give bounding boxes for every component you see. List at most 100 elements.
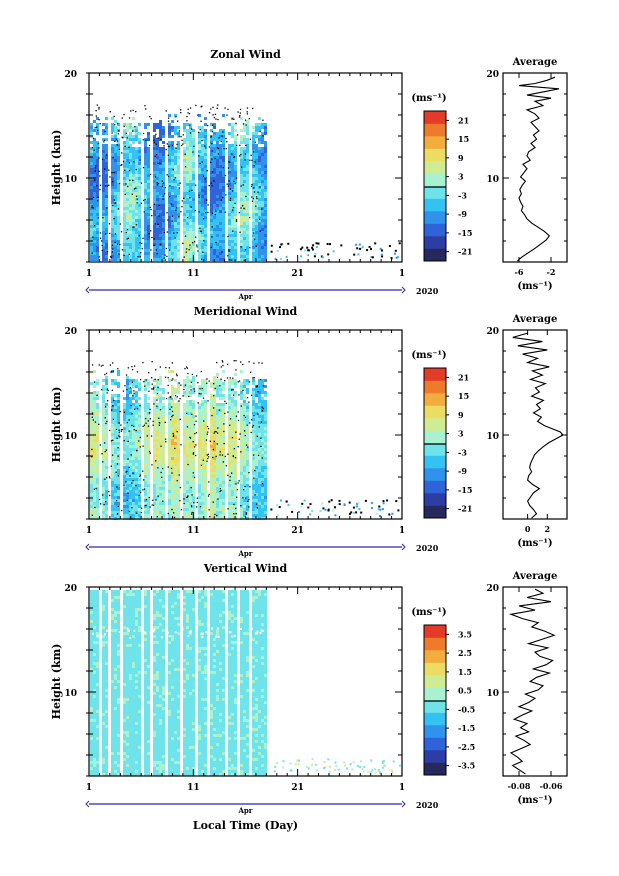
heatmap-cell: [198, 481, 201, 484]
heatmap-cell: [216, 180, 219, 183]
heatmap-cell: [219, 171, 222, 174]
heatmap-cell: [252, 141, 255, 144]
heatmap-cell: [246, 493, 249, 496]
heatmap-cell: [213, 496, 216, 499]
heatmap-cell: [255, 487, 258, 490]
heatmap-cell: [243, 255, 246, 258]
heatmap-cell: [198, 409, 201, 412]
speckle-dot: [180, 211, 182, 213]
heatmap-cell: [114, 144, 117, 147]
speckle-dot: [123, 411, 126, 413]
heatmap-cell: [228, 216, 231, 219]
heatmap-cell: [156, 180, 159, 183]
heatmap-cell: [210, 460, 213, 463]
speckle-dot: [173, 179, 175, 181]
heatmap-cell: [111, 129, 114, 132]
heatmap-cell: [189, 481, 192, 484]
heatmap-cell: [183, 454, 186, 457]
heatmap-cell: [162, 388, 165, 391]
heatmap-cell: [231, 391, 234, 394]
heatmap-cell: [201, 174, 204, 177]
heatmap-cell: [222, 228, 225, 231]
heatmap-cell: [198, 472, 201, 475]
heatmap-cell: [216, 252, 219, 255]
speckle-dot: [171, 220, 173, 222]
heatmap-cell: [243, 210, 246, 213]
heatmap-cell: [183, 433, 186, 436]
heatmap-cell: [138, 466, 141, 469]
heatmap-cell: [198, 430, 201, 433]
heatmap-cell: [111, 198, 114, 201]
heatmap-cell: [228, 418, 231, 421]
heatmap-cell: [204, 255, 207, 258]
heatmap-cell: [159, 397, 162, 400]
heatmap-cell: [93, 397, 96, 400]
heatmap-cell: [255, 427, 258, 430]
heatmap-cell: [231, 379, 234, 382]
speckle-dot: [164, 376, 167, 378]
heatmap-cell: [189, 463, 192, 466]
heatmap-cell: [147, 487, 150, 490]
heatmap-cell: [102, 258, 105, 261]
heatmap-cell: [210, 385, 213, 388]
heatmap-cell: [114, 246, 117, 249]
heatmap-cell: [168, 409, 171, 412]
heatmap-cell: [105, 198, 108, 201]
heatmap-cell: [105, 249, 108, 252]
heatmap-cell: [228, 397, 231, 400]
heatmap-cell: [192, 421, 195, 424]
heatmap-cell: [93, 237, 96, 240]
speckle-dot: [222, 461, 224, 463]
heatmap-cell: [222, 409, 225, 412]
heatmap-cell: [126, 225, 129, 228]
heatmap-cell: [138, 478, 141, 481]
heatmap-cell: [90, 424, 93, 427]
heatmap-cell: [159, 496, 162, 499]
heatmap-cell: [252, 255, 255, 258]
heatmap-cell: [216, 373, 219, 376]
heatmap-cell: [135, 496, 138, 499]
speckle-dot: [193, 145, 195, 147]
heatmap-cell: [264, 403, 267, 406]
heatmap-cell: [156, 454, 159, 457]
heatmap-cell: [219, 216, 222, 219]
heatmap-cell: [126, 153, 129, 156]
heatmap-cell: [174, 195, 177, 198]
heatmap-cell: [246, 475, 249, 478]
heatmap-cell: [135, 189, 138, 192]
heatmap-cell: [246, 421, 249, 424]
heatmap-cell: [201, 418, 204, 421]
heatmap-cell: [153, 463, 156, 466]
heatmap-cell: [96, 382, 99, 385]
heatmap-cell: [264, 430, 267, 433]
speckle-dot: [196, 246, 198, 248]
heatmap-cell: [252, 460, 255, 463]
heatmap-cell: [186, 466, 189, 469]
heatmap-cell: [105, 243, 108, 246]
heatmap-cell: [159, 478, 162, 481]
heatmap-cell: [243, 141, 246, 144]
speckle-dot: [126, 229, 129, 231]
heatmap-cell: [114, 192, 117, 195]
heatmap-cell: [222, 243, 225, 246]
heatmap-cell: [117, 451, 120, 454]
heatmap-cell: [90, 487, 93, 490]
heatmap-cell: [222, 171, 225, 174]
heatmap-cell: [174, 457, 177, 460]
heatmap-cell: [171, 466, 174, 469]
heatmap-cell: [240, 225, 243, 228]
heatmap-cell: [213, 189, 216, 192]
heatmap-cell: [129, 147, 132, 150]
heatmap-cell: [213, 490, 216, 493]
heatmap-cell: [90, 442, 93, 445]
heatmap-cell: [147, 385, 150, 388]
heatmap-cell: [231, 475, 234, 478]
heatmap-cell: [228, 415, 231, 418]
heatmap-cell: [144, 514, 147, 517]
heatmap-cell: [228, 436, 231, 439]
heatmap-cell: [114, 171, 117, 174]
heatmap-cell: [96, 162, 99, 165]
heatmap-cell: [204, 466, 207, 469]
heatmap-cell: [144, 234, 147, 237]
heatmap-cell: [219, 204, 222, 207]
